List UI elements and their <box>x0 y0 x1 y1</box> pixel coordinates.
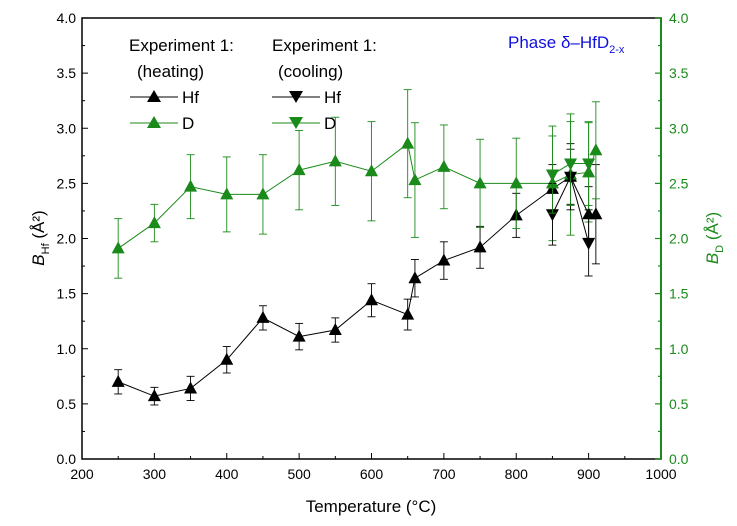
data-point-heating-d-12 <box>509 176 523 189</box>
legend-cooling-hf-marker <box>289 91 303 103</box>
data-point-heating-hf-5 <box>292 329 306 342</box>
y-left-tick-label-7: 3.5 <box>57 65 77 81</box>
y-right-title-main: B <box>703 253 722 264</box>
series-line-heating-d <box>117 142 597 249</box>
data-point-heating-d-5 <box>292 163 306 176</box>
data-point-cooling-hf-0 <box>545 209 559 222</box>
legend-heating-title-1: Experiment 1: <box>129 36 234 55</box>
data-point-cooling-d-2 <box>582 158 596 171</box>
x-tick-label-900: 900 <box>577 466 601 482</box>
legend-heating-title-2: (heating) <box>137 62 204 81</box>
data-point-heating-hf-9 <box>408 271 422 284</box>
legend-cooling-hf-label: Hf <box>324 88 341 107</box>
x-tick-label-600: 600 <box>360 466 384 482</box>
data-point-heating-d-7 <box>365 164 378 177</box>
phase-sub: 2-x <box>609 44 625 56</box>
y-left-axis-title: BHf (Å²) <box>29 210 52 265</box>
y-right-tick-label-2: 1.0 <box>669 341 689 357</box>
series-line-heating-hf <box>118 176 596 397</box>
legend: Experiment 1: (heating) Experiment 1: (c… <box>129 36 377 133</box>
data-point-heating-d-6 <box>328 154 342 167</box>
y-right-tick-label-8: 4.0 <box>669 10 689 26</box>
legend-heating-d-label: D <box>182 114 194 133</box>
data-point-heating-hf-4 <box>256 310 270 323</box>
y-right-tick-label-7: 3.5 <box>669 65 689 81</box>
x-tick-label-500: 500 <box>287 466 311 482</box>
data-point-heating-hf-8 <box>401 307 415 320</box>
y-right-title-unit: (Å²) <box>703 212 722 245</box>
y-right-tick-label-0: 0.0 <box>669 451 689 467</box>
phase-annotation: Phase δ–HfD2-x <box>508 33 625 56</box>
y-right-axis-title: BD (Å²) <box>703 212 726 264</box>
x-tick-label-300: 300 <box>143 466 167 482</box>
y-right-tick-label-3: 1.5 <box>669 286 689 302</box>
data-point-heating-d-0 <box>111 241 125 254</box>
y-right-tick-label-4: 2.0 <box>669 231 689 247</box>
data-point-heating-hf-6 <box>328 323 342 336</box>
legend-cooling-d-marker <box>289 117 303 129</box>
data-point-heating-hf-7 <box>365 293 378 306</box>
data-point-heating-hf-11 <box>473 240 487 253</box>
y-left-tick-label-2: 1.0 <box>57 341 77 357</box>
x-tick-label-1000: 1000 <box>645 466 676 482</box>
data-point-heating-d-2 <box>184 179 198 192</box>
data-point-heating-hf-16 <box>589 207 603 220</box>
legend-cooling-d-label: D <box>324 114 336 133</box>
y-left-axis-ticks: 0.0 0.5 1.0 1.5 2.0 2.5 3.0 3.5 4.0 <box>57 10 88 467</box>
x-tick-label-200: 200 <box>70 466 94 482</box>
x-tick-label-400: 400 <box>215 466 239 482</box>
data-point-heating-hf-3 <box>220 352 234 365</box>
y-right-tick-label-5: 2.5 <box>669 175 689 191</box>
data-point-heating-d-10 <box>437 159 451 172</box>
legend-cooling-title-2: (cooling) <box>278 62 343 81</box>
series-cooling-d <box>545 121 596 214</box>
data-point-cooling-hf-2 <box>582 237 596 250</box>
data-point-cooling-d-1 <box>564 158 578 171</box>
series-heating-hf <box>111 148 603 406</box>
data-point-heating-hf-10 <box>437 253 451 266</box>
data-point-heating-hf-2 <box>184 381 198 394</box>
data-point-heating-d-8 <box>401 136 415 149</box>
y-right-title-sub: D <box>714 245 726 253</box>
legend-heating-hf-marker <box>147 90 161 102</box>
phase-prefix: Phase <box>508 33 561 52</box>
x-axis-title: Temperature (°C) <box>306 497 437 516</box>
legend-cooling-title-1: Experiment 1: <box>272 36 377 55</box>
y-right-tick-label-1: 0.5 <box>669 396 689 412</box>
phase-main: δ–HfD <box>561 33 609 52</box>
y-left-title-main: B <box>29 254 48 265</box>
y-left-title-sub: Hf <box>40 242 52 254</box>
data-point-heating-d-16 <box>589 143 603 156</box>
data-point-heating-d-9 <box>408 173 422 186</box>
data-point-heating-hf-0 <box>111 374 125 387</box>
y-left-tick-label-3: 1.5 <box>57 286 77 302</box>
data-point-cooling-d-0 <box>545 169 559 182</box>
legend-heating-hf-label: Hf <box>182 88 199 107</box>
x-tick-label-700: 700 <box>432 466 456 482</box>
x-tick-label-800: 800 <box>505 466 529 482</box>
series-layer <box>111 89 603 406</box>
x-axis-ticks: 200 300 400 500 600 700 800 900 1000 <box>70 453 677 482</box>
data-point-heating-d-3 <box>220 187 234 200</box>
data-point-heating-d-11 <box>473 176 487 189</box>
data-point-heating-d-1 <box>147 216 161 229</box>
y-right-tick-label-6: 3.0 <box>669 120 689 136</box>
y-right-axis-ticks: 0.0 0.5 1.0 1.5 2.0 2.5 3.0 3.5 4.0 <box>655 10 689 467</box>
y-left-tick-label-4: 2.0 <box>57 231 77 247</box>
data-point-heating-hf-1 <box>147 389 161 402</box>
legend-heating-d-marker <box>147 116 161 128</box>
y-left-title-unit: (Å²) <box>29 210 48 243</box>
data-point-heating-d-4 <box>256 187 270 200</box>
y-left-tick-label-6: 3.0 <box>57 120 77 136</box>
y-left-tick-label-1: 0.5 <box>57 396 77 412</box>
y-left-tick-label-5: 2.5 <box>57 175 77 191</box>
y-left-tick-label-8: 4.0 <box>57 10 77 26</box>
y-left-tick-label-0: 0.0 <box>57 451 77 467</box>
